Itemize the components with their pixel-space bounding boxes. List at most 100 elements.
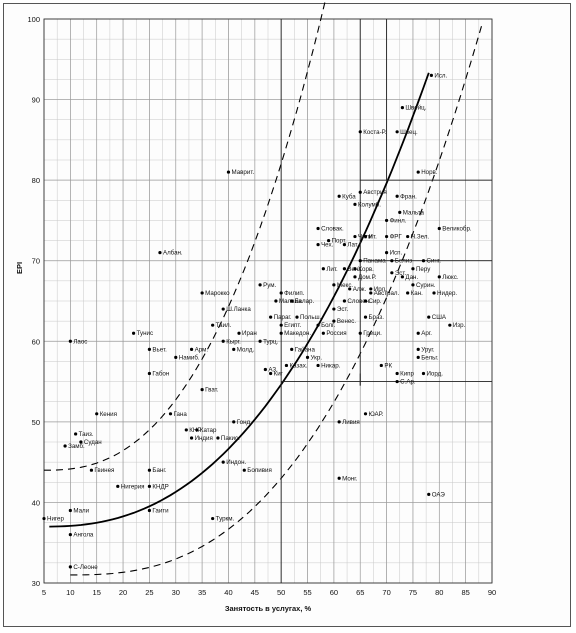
point-label: Гайана [295,346,316,353]
data-point [68,508,72,513]
y-tick-label: 100 [27,15,40,24]
y-tick-label: 60 [32,337,40,346]
data-point [269,315,273,319]
point-label: Норв. [421,169,438,176]
point-label: Арм. [195,346,209,353]
x-tick-label: 5 [42,588,46,597]
point-label: Лит. [326,266,338,273]
x-tick-labels: 5 10 15 20 25 30 35 40 45 50 55 60 65 70 75 80 85 90 [42,588,496,597]
point-label: АЗ. [268,366,278,373]
point-label: Тунис [137,330,154,337]
x-tick-label: 15 [93,588,101,597]
data-point [406,291,410,295]
data-point [295,315,299,319]
point-label: Македон. [284,330,311,337]
point-label: Россия [326,330,346,337]
point-label: Мекс. [337,282,354,289]
point-label: Венес. [337,318,357,325]
data-point [353,234,357,239]
point-label: Словен. [347,298,371,305]
data-point [384,251,389,255]
point-label: Турц. [263,338,278,345]
point-label: Ангола [73,532,94,539]
y-tick-label: 90 [32,96,40,105]
data-point [189,436,194,440]
data-point [147,508,152,513]
point-label: ЮАР. [369,411,384,418]
data-point [274,299,278,303]
data-point [363,299,368,303]
fitted-curve [49,72,430,528]
x-tick-label: 65 [356,588,364,597]
data-point [258,339,262,343]
data-point [316,363,320,368]
data-point [221,339,225,343]
point-label: Синг. [426,258,441,265]
data-point [400,275,404,279]
data-point [337,476,341,480]
point-label: Мальта [403,209,425,216]
data-point [232,347,236,351]
point-label: Индия [195,435,213,442]
data-point [337,194,341,198]
data-point [353,267,357,271]
point-label: Браз. [369,314,385,321]
data-point [448,323,452,327]
point-label: Катар [200,427,217,434]
x-tick-label: 70 [382,588,390,597]
data-point [284,363,289,368]
point-label: Колумб. [358,201,381,208]
data-point [363,412,368,416]
point-label: Укр. [311,354,323,361]
data-point [411,267,415,271]
point-label: Эст. [395,270,407,277]
point-label: Филип. [284,290,305,297]
data-point [147,468,152,472]
data-point [427,315,431,319]
point-label: Замб. [68,443,85,450]
point-label: Индон. [226,459,246,466]
data-point [416,355,420,359]
data-point [216,436,220,440]
point-label: Панама [363,258,386,265]
x-tick-label: 90 [488,588,496,597]
point-label: Кения [100,411,117,418]
point-label: Мароккo [205,290,230,297]
data-point [363,234,368,239]
data-point [353,202,357,206]
data-point [95,412,99,416]
point-label: Намиб. [179,354,200,361]
point-label: Алж. [353,286,367,293]
point-label: Нигер [47,516,64,523]
x-axis-title: Занятость в услугах, % [225,604,312,613]
data-point [342,299,347,303]
point-label: Уруг. [421,346,435,353]
data-point [221,460,225,464]
data-point [189,347,194,351]
data-point [237,331,241,335]
point-label: Гвинея [94,467,114,474]
data-point [74,432,78,436]
data-point [232,420,236,424]
point-label: ОАЭ [432,491,446,498]
data-point [421,259,426,263]
point-label: Порт. [332,238,347,245]
data-point [116,484,120,488]
data-point [400,106,404,110]
point-label: Белар. [295,298,315,305]
point-label: Гаити [152,507,169,514]
data-point [342,267,347,271]
data-point [429,73,433,77]
x-tick-label: 75 [409,588,417,597]
point-label: Нигерия [121,483,145,490]
point-label: Швец. [400,129,418,136]
data-point [89,468,94,472]
data-point [358,331,362,335]
point-label: РК [384,362,392,369]
x-tick-label: 30 [172,588,180,597]
point-label: Киг [274,371,284,378]
x-tick-label: 25 [145,588,153,597]
data-point [411,283,415,287]
data-point [200,291,204,295]
point-label: Монг. [342,475,358,482]
